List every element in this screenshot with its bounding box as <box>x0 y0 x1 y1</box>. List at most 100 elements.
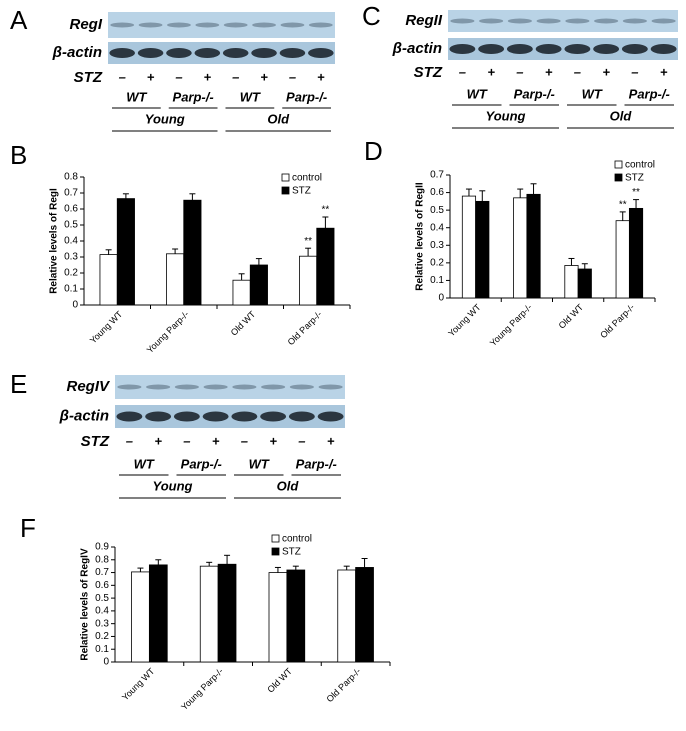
error-bar <box>155 559 162 565</box>
actin-band <box>116 411 143 422</box>
blot-band-strip <box>448 38 678 60</box>
bar <box>355 567 374 663</box>
treatment-sign: + <box>602 64 610 79</box>
bar <box>116 198 135 306</box>
panel-label: C <box>362 1 381 31</box>
bar <box>249 264 268 306</box>
y-tick-label: 0.8 <box>95 554 109 565</box>
genotype-label: Parp-/- <box>286 89 327 104</box>
protein-band <box>308 22 333 28</box>
protein-band <box>252 22 276 28</box>
protein-label: RegII <box>405 12 443 29</box>
x-tick-label: Young Parp-/- <box>179 666 225 712</box>
legend-label: STZ <box>292 186 311 197</box>
bar <box>615 220 630 299</box>
protein-band <box>138 22 163 28</box>
age-label: Old <box>277 478 300 493</box>
protein-band <box>203 384 228 390</box>
bar <box>199 565 219 663</box>
significance-mark: ** <box>632 187 640 198</box>
x-tick-label: Old Parp-/- <box>286 309 324 347</box>
error-bar <box>343 565 350 570</box>
treatment-sign: – <box>175 69 182 84</box>
actin-band <box>194 48 221 58</box>
error-bar <box>206 561 213 567</box>
y-tick-label: 0.1 <box>430 275 444 286</box>
y-tick-label: 0.1 <box>95 644 109 655</box>
bar <box>526 193 541 299</box>
protein-band <box>167 22 191 28</box>
y-tick-label: 0.3 <box>64 252 78 263</box>
actin-band <box>535 44 562 54</box>
actin-band <box>593 44 620 54</box>
bar <box>232 279 251 306</box>
y-tick-label: 0.9 <box>95 542 109 553</box>
bar <box>628 207 644 299</box>
treatment-sign: – <box>241 433 248 448</box>
bar <box>183 199 202 306</box>
blot-band-strip <box>115 405 345 428</box>
error-bar <box>189 193 196 201</box>
actin-band <box>137 48 164 58</box>
protein-band <box>232 384 257 390</box>
genotype-label: WT <box>126 89 147 104</box>
treatment-sign: + <box>154 433 162 448</box>
error-bar <box>255 258 262 265</box>
error-bar <box>137 567 144 572</box>
genotype-label: WT <box>134 456 155 471</box>
bar <box>564 265 579 299</box>
actin-band <box>145 411 172 422</box>
age-label: Old <box>610 108 633 123</box>
bar <box>513 197 528 299</box>
actin-band <box>222 48 249 58</box>
error-bar <box>361 558 368 568</box>
treatment-sign: – <box>459 64 466 79</box>
protein-label: RegI <box>69 16 102 33</box>
error-bar <box>517 188 524 198</box>
legend-swatch <box>614 173 623 182</box>
error-bar <box>465 188 472 197</box>
significance-mark: ** <box>321 205 329 216</box>
actin-band <box>202 411 229 422</box>
y-tick-label: 0.7 <box>64 188 78 199</box>
error-bar <box>172 248 179 254</box>
y-tick-label: 0 <box>72 300 78 311</box>
bar <box>131 571 150 663</box>
treatment-sign: – <box>516 64 523 79</box>
y-tick-label: 0 <box>103 657 109 668</box>
actin-band <box>506 44 533 54</box>
protein-band <box>261 384 286 390</box>
actin-band <box>478 44 505 54</box>
genotype-label: WT <box>240 89 261 104</box>
protein-band <box>174 384 199 390</box>
protein-band <box>280 22 305 28</box>
error-bar <box>122 193 129 199</box>
actin-band <box>650 44 677 54</box>
bar <box>299 255 318 306</box>
panel-label: B <box>10 140 27 170</box>
y-tick-label: 0.4 <box>430 222 444 233</box>
y-tick-label: 0.2 <box>64 268 78 279</box>
error-bar <box>322 216 329 229</box>
y-tick-label: 0.4 <box>64 236 78 247</box>
x-tick-label: Old WT <box>265 666 294 695</box>
y-tick-label: 0.6 <box>95 580 109 591</box>
protein-band <box>622 18 647 24</box>
y-tick-label: 0.4 <box>95 606 109 617</box>
legend-label: control <box>292 173 322 184</box>
treatment-sign: – <box>289 69 296 84</box>
protein-band <box>594 18 619 24</box>
actin-band <box>109 48 135 58</box>
error-bar <box>619 211 626 221</box>
error-bar <box>224 554 231 565</box>
y-axis-label: Relative levels of RegIV <box>80 548 91 661</box>
protein-band <box>117 384 142 390</box>
actin-band <box>308 48 334 58</box>
significance-mark: ** <box>304 236 312 247</box>
protein-band <box>318 384 343 390</box>
actin-band <box>449 44 476 54</box>
treatment-sign: – <box>183 433 190 448</box>
protein-band <box>289 384 314 390</box>
x-tick-label: Old Parp-/- <box>325 666 363 704</box>
age-label: Young <box>153 478 193 493</box>
